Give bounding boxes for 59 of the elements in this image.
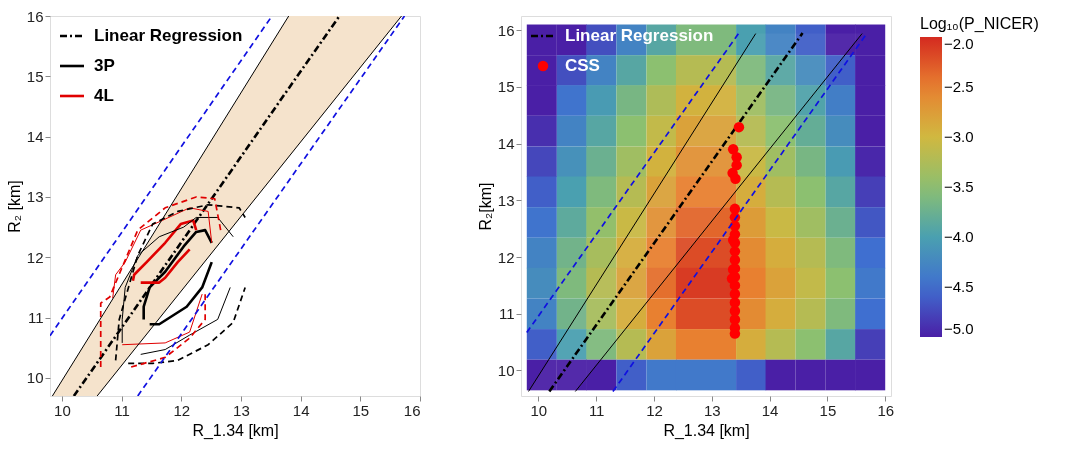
x-axis-title: R_1.34 [km] xyxy=(663,421,750,440)
x-tick-label: 16 xyxy=(877,401,895,419)
y-tick-label: 10 xyxy=(497,361,515,379)
line-series xyxy=(114,203,246,362)
legend-label: CSS xyxy=(565,56,600,75)
point xyxy=(729,254,741,266)
x-tick-label: 15 xyxy=(352,401,370,419)
color-bar-label: −5.0 xyxy=(944,320,974,337)
x-tick-label: 11 xyxy=(114,401,130,419)
y-tick-label: 16 xyxy=(26,7,44,25)
y-tick-label: 13 xyxy=(26,188,44,206)
line-series xyxy=(140,286,231,355)
x-tick-label: 10 xyxy=(530,401,548,419)
legend-label: Linear Regression xyxy=(565,26,714,45)
y-tick-label: 15 xyxy=(26,67,44,85)
x-tick-label: 12 xyxy=(646,401,663,419)
x-tick-label: 13 xyxy=(233,401,250,419)
y-axis-title: R₂[km] xyxy=(476,182,494,231)
x-tick-label: 13 xyxy=(703,401,721,419)
y-tick-label: 15 xyxy=(497,78,515,96)
line-series xyxy=(127,286,246,365)
x-tick-label: 10 xyxy=(54,401,71,419)
y-tick-label: 12 xyxy=(26,248,44,266)
x-tick-label: 14 xyxy=(761,401,779,419)
color-bar-label: −2.5 xyxy=(944,78,974,95)
line-series xyxy=(112,207,213,299)
line-series xyxy=(142,228,214,321)
x-axis-title: R_1.34 [km] xyxy=(192,421,279,440)
y-axis-title: R₂ [km] xyxy=(5,180,23,233)
color-bar-label: −3.0 xyxy=(944,128,974,145)
line-series xyxy=(99,196,222,368)
x-tick-label: 12 xyxy=(173,401,191,419)
legend-label: Linear Regression xyxy=(94,26,243,45)
color-bar-label: −4.0 xyxy=(944,228,974,245)
x-tick-label: 16 xyxy=(403,401,421,419)
y-tick-label: 13 xyxy=(497,191,515,209)
color-bar-label: −2.0 xyxy=(944,35,974,52)
y-tick-label: 16 xyxy=(497,21,515,39)
color-bar-title: Log₁₀(P_NICER) xyxy=(920,15,1039,33)
line-series xyxy=(72,16,341,396)
y-tick-label: 10 xyxy=(26,369,44,387)
y-tick-label: 11 xyxy=(27,309,44,327)
x-tick-label: 15 xyxy=(819,401,837,419)
legend-label: 3P xyxy=(94,56,115,75)
line-series xyxy=(139,248,191,284)
point xyxy=(730,173,741,185)
line-series xyxy=(148,260,214,326)
y-tick-label: 14 xyxy=(26,128,44,146)
line-series xyxy=(131,219,198,283)
x-tick-label: 14 xyxy=(292,401,310,419)
legend-label: 4L xyxy=(94,86,114,105)
line-series xyxy=(121,216,234,344)
point xyxy=(733,121,745,133)
y-tick-label: 12 xyxy=(497,248,515,266)
color-bar-label: −4.5 xyxy=(944,278,974,295)
color-bar-label: −3.5 xyxy=(944,178,974,195)
x-tick-label: 11 xyxy=(588,401,605,419)
y-tick-label: 11 xyxy=(498,305,515,323)
y-tick-label: 14 xyxy=(497,135,515,153)
